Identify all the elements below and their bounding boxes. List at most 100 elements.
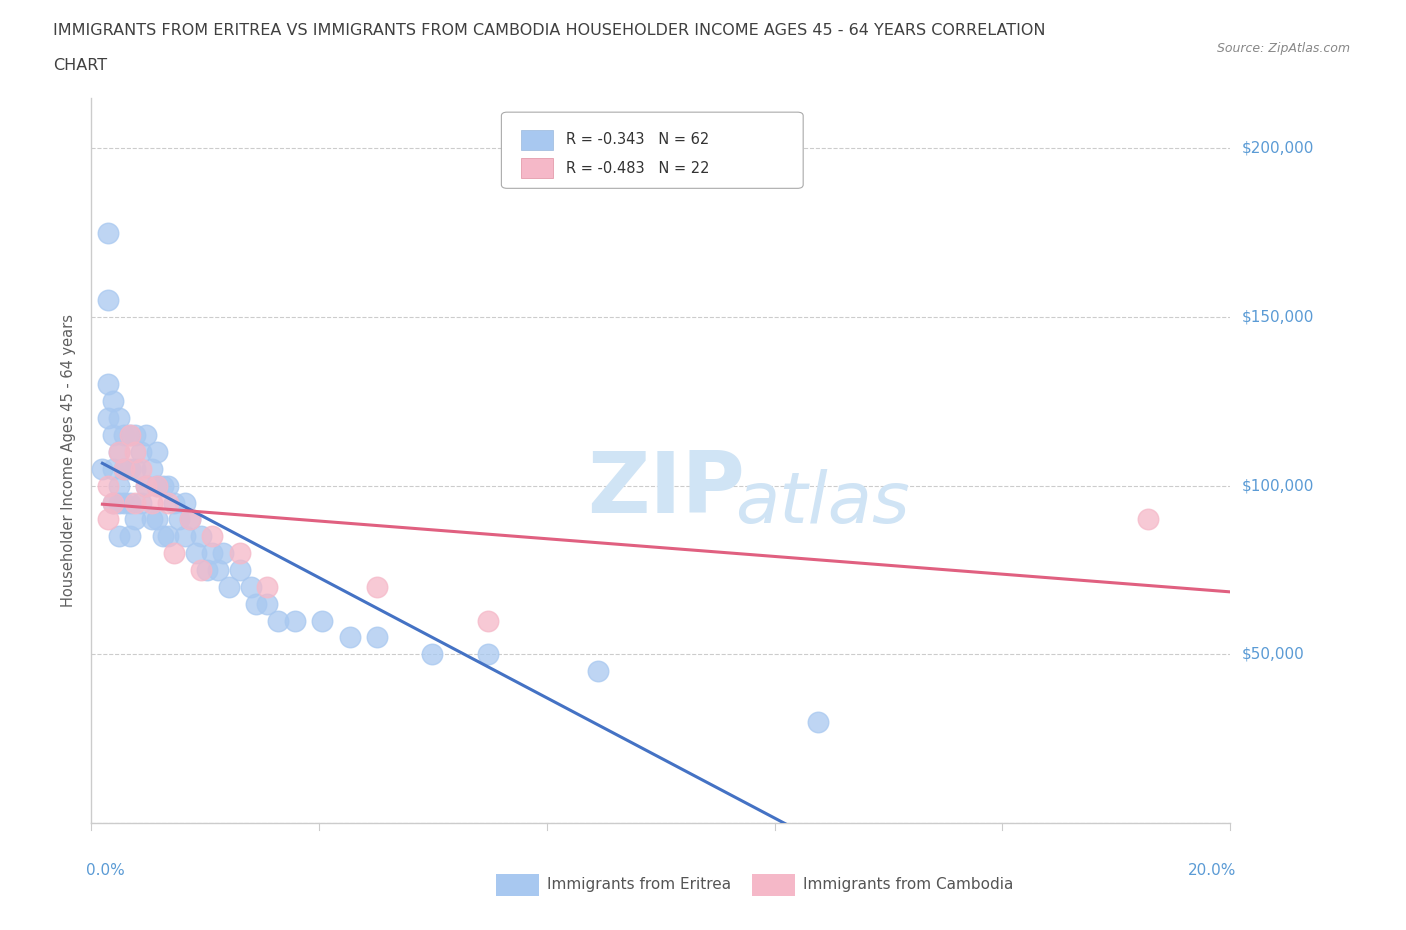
Bar: [520, 158, 553, 179]
Point: [184, 546, 207, 561]
Point: [112, 461, 135, 476]
Point: [169, 512, 191, 526]
Point: [146, 445, 169, 459]
Bar: [496, 874, 538, 896]
Bar: [752, 874, 796, 896]
Point: [586, 664, 609, 679]
Point: [103, 461, 125, 476]
Point: [807, 714, 830, 729]
Point: [108, 478, 131, 493]
Point: [97, 512, 120, 526]
Point: [103, 394, 125, 409]
Point: [366, 579, 388, 594]
Point: [135, 428, 157, 443]
Point: [97, 293, 120, 308]
Point: [91, 461, 114, 476]
Point: [146, 512, 169, 526]
Point: [118, 495, 141, 510]
Point: [108, 411, 131, 426]
Point: [207, 563, 229, 578]
Point: [422, 647, 444, 662]
Point: [256, 579, 278, 594]
Point: [339, 630, 361, 644]
Point: [103, 428, 125, 443]
Point: [129, 495, 152, 510]
Point: [103, 495, 125, 510]
Point: [366, 630, 388, 644]
Point: [146, 478, 169, 493]
Text: Immigrants from Eritrea: Immigrants from Eritrea: [547, 877, 731, 892]
Text: $200,000: $200,000: [1241, 140, 1313, 155]
Point: [141, 461, 163, 476]
Point: [195, 563, 218, 578]
Point: [118, 428, 141, 443]
Text: 20.0%: 20.0%: [1188, 863, 1236, 878]
Point: [108, 445, 131, 459]
Point: [108, 445, 131, 459]
Point: [124, 428, 146, 443]
Point: [190, 529, 212, 544]
Point: [477, 613, 499, 628]
Point: [135, 478, 157, 493]
Y-axis label: Householder Income Ages 45 - 64 years: Householder Income Ages 45 - 64 years: [60, 313, 76, 607]
Point: [179, 512, 201, 526]
Text: atlas: atlas: [735, 470, 910, 538]
Point: [174, 495, 197, 510]
Point: [112, 428, 135, 443]
Point: [129, 461, 152, 476]
Text: R = -0.483   N = 22: R = -0.483 N = 22: [567, 161, 710, 176]
Point: [477, 647, 499, 662]
Point: [97, 377, 120, 392]
Point: [108, 495, 131, 510]
Point: [129, 445, 152, 459]
Text: ZIP: ZIP: [586, 448, 745, 531]
Point: [256, 596, 278, 611]
Point: [163, 546, 186, 561]
Point: [174, 529, 197, 544]
Point: [108, 529, 131, 544]
Point: [229, 563, 252, 578]
Text: $100,000: $100,000: [1241, 478, 1313, 493]
Point: [229, 546, 252, 561]
Point: [1136, 512, 1159, 526]
Point: [124, 512, 146, 526]
Bar: [520, 129, 553, 150]
Point: [157, 478, 180, 493]
Point: [118, 529, 141, 544]
Point: [124, 445, 146, 459]
Point: [152, 529, 174, 544]
Text: CHART: CHART: [53, 58, 107, 73]
Point: [245, 596, 267, 611]
Point: [97, 225, 120, 240]
Text: $50,000: $50,000: [1241, 647, 1305, 662]
Point: [118, 461, 141, 476]
Point: [239, 579, 262, 594]
Point: [190, 563, 212, 578]
Text: $150,000: $150,000: [1241, 310, 1313, 325]
Point: [179, 512, 201, 526]
Text: IMMIGRANTS FROM ERITREA VS IMMIGRANTS FROM CAMBODIA HOUSEHOLDER INCOME AGES 45 -: IMMIGRANTS FROM ERITREA VS IMMIGRANTS FR…: [53, 23, 1046, 38]
Point: [267, 613, 290, 628]
Point: [146, 478, 169, 493]
Point: [141, 495, 163, 510]
Text: R = -0.343   N = 62: R = -0.343 N = 62: [567, 132, 710, 147]
Point: [141, 512, 163, 526]
Text: Immigrants from Cambodia: Immigrants from Cambodia: [803, 877, 1014, 892]
Point: [157, 529, 180, 544]
Point: [97, 478, 120, 493]
Point: [201, 529, 224, 544]
Point: [103, 495, 125, 510]
Point: [124, 461, 146, 476]
Point: [112, 495, 135, 510]
FancyBboxPatch shape: [502, 113, 803, 188]
Point: [124, 495, 146, 510]
Point: [97, 411, 120, 426]
Point: [201, 546, 224, 561]
Point: [157, 495, 180, 510]
Point: [112, 461, 135, 476]
Point: [118, 428, 141, 443]
Point: [218, 579, 240, 594]
Point: [212, 546, 235, 561]
Point: [284, 613, 307, 628]
Point: [152, 478, 174, 493]
